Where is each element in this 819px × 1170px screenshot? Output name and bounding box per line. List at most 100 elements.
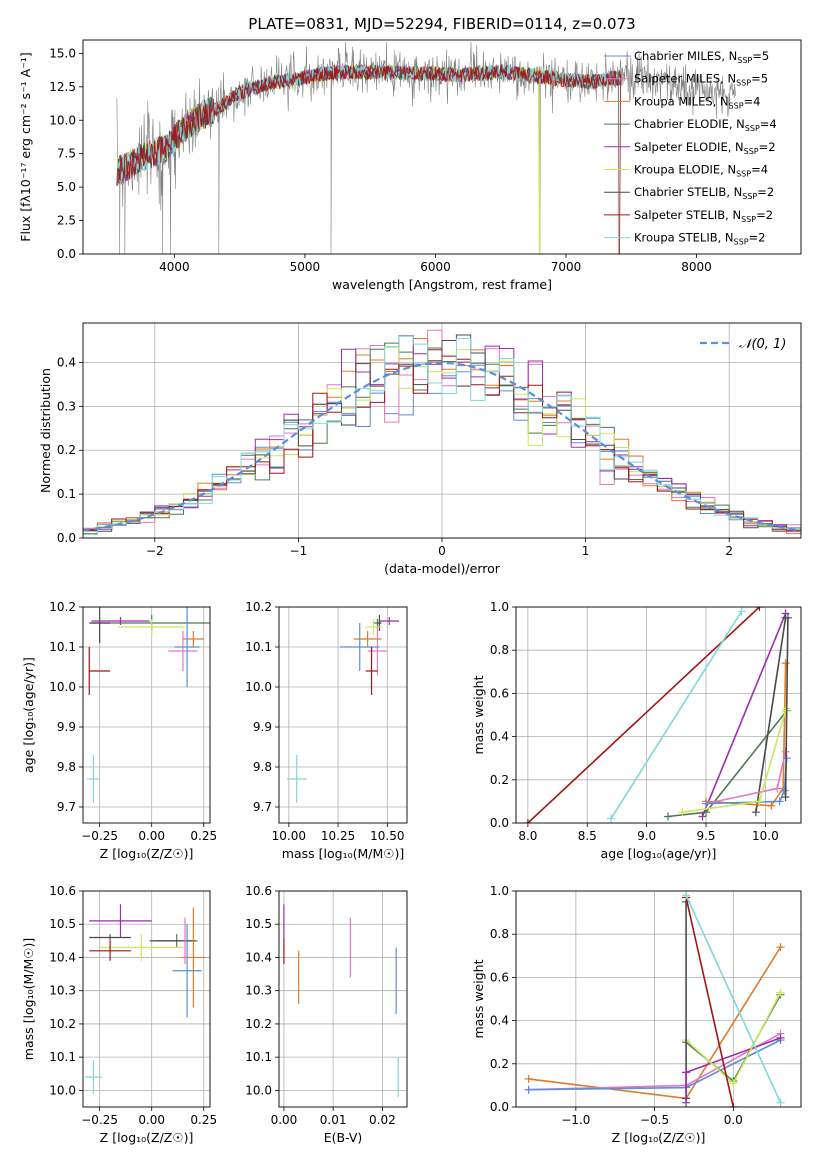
x-tick-label: 0	[438, 544, 446, 558]
series-marker	[755, 797, 764, 806]
y-tick-label: 2.5	[57, 214, 76, 228]
legend-entry-label: Salpeter MILES, N	[634, 72, 736, 86]
x-tick-label: 5000	[290, 260, 321, 274]
legend-entry-suffix: =2	[759, 140, 776, 154]
series-marker	[776, 988, 785, 997]
x-tick-label: 9.5	[696, 829, 715, 843]
x-tick-label: 10.00	[272, 829, 306, 843]
y-tick-label: 10.1	[49, 1050, 76, 1064]
series-marker	[682, 1068, 691, 1077]
legend-entry: Chabrier ELODIE, NSSP=4	[634, 117, 777, 133]
legend-entry: Kroupa STELIB, NSSP=2	[634, 231, 765, 247]
legend-entry: Salpeter STELIB, NSSP=2	[634, 208, 773, 224]
mass_vs_ebv-points	[283, 904, 399, 1098]
x-tick-label: 0.00	[138, 829, 165, 843]
age_vs_Z-panel: −0.25 0.00 0.25 9.7 9.8 9.9 10.0 10.1 10.2 Z [log…	[21, 600, 217, 861]
x-tick-label: 8.5	[578, 829, 597, 843]
y-tick-label: 0.4	[57, 355, 76, 369]
y-tick-label: 0.0	[57, 247, 76, 261]
y-tick-label: 9.7	[253, 800, 272, 814]
x-axis-label: age [log₁₀(age/yr)]	[601, 846, 717, 861]
y-tick-label: 10.2	[245, 600, 272, 614]
legend-entry-sub: SSP	[744, 147, 759, 156]
legend-entry: Kroupa ELODIE, NSSP=4	[634, 163, 768, 179]
y-tick-label: 10.0	[49, 680, 76, 694]
axes-frame	[515, 890, 802, 1108]
y-tick-label: 0.4	[490, 1014, 509, 1028]
legend-entry-suffix: =5	[751, 72, 768, 86]
legend-entry-sub: SSP	[736, 79, 751, 88]
axes-frame	[82, 322, 802, 539]
x-tick-label: 1	[582, 544, 590, 558]
spectrum-panel: 4000 5000 6000 7000 8000 0.0 2.5 5.0 7.5 10.0 12.5…	[18, 15, 802, 292]
legend-label-gaussian: 𝒩(0, 1)	[739, 337, 786, 352]
x-axis-label: Z [log₁₀(Z/Z☉)]	[612, 1130, 706, 1145]
legend-entry-suffix: =2	[757, 185, 774, 199]
legend-entry: Chabrier STELIB, NSSP=2	[634, 185, 774, 201]
histogram-kr_stelib	[83, 335, 801, 535]
legend-entry-label: Kroupa MILES, N	[634, 94, 729, 108]
x-tick-label: 0.00	[138, 1113, 165, 1127]
axes-frame	[515, 606, 802, 824]
age_vs_Z-points	[87, 607, 210, 803]
weight_vs_Z-lines	[524, 891, 785, 1107]
y-tick-label: 10.0	[49, 113, 76, 127]
series-marker	[729, 1103, 738, 1107]
y-tick-label: 10.0	[245, 680, 272, 694]
x-tick-label: 0.01	[320, 1113, 347, 1127]
x-axis-label: (data-model)/error	[384, 561, 501, 576]
y-tick-label: 9.9	[57, 720, 76, 734]
y-tick-label: 0.2	[57, 443, 76, 457]
series-marker	[781, 793, 790, 802]
y-tick-label: 1.0	[490, 884, 509, 898]
series-line-sa_elodie	[685, 1037, 781, 1074]
y-axis-label: Flux [fλ10⁻¹⁷ erg cm⁻² s⁻¹ A⁻¹]	[18, 52, 33, 241]
x-tick-label: 9.0	[637, 829, 656, 843]
y-axis-label: age [log₁₀(age/yr)]	[21, 657, 36, 773]
legend-entry-label: Kroupa STELIB, N	[634, 231, 734, 245]
series-marker	[776, 1033, 785, 1042]
x-tick-label: −1	[290, 544, 308, 558]
y-axis-label: Normed distribution	[38, 368, 53, 493]
x-tick-label: 10.25	[321, 829, 355, 843]
y-tick-label: 0.0	[490, 816, 509, 830]
x-axis-label: mass [log₁₀(M/M☉)]	[282, 846, 404, 861]
model-kr_elodie	[116, 64, 622, 254]
series-marker	[524, 1085, 533, 1094]
age_vs_mass-panel: 10.00 10.25 10.50 9.7 9.8 9.9 10.0 10.1 10.2 mass…	[245, 600, 408, 861]
x-tick-label: 6000	[420, 260, 451, 274]
weight_vs_Z-panel: −1.0 −0.5 0.0 0.0 0.2 0.4 0.6 0.8 1.0 Z [log₁₀(Z/…	[471, 884, 802, 1145]
legend-entry-sub: SSP	[737, 56, 752, 65]
series-marker	[607, 814, 615, 823]
x-tick-label: 10.50	[370, 829, 404, 843]
axes-frame	[82, 606, 211, 824]
x-tick-label: −2	[146, 544, 164, 558]
y-tick-label: 0.6	[490, 970, 509, 984]
series-line-sa_elodie	[701, 613, 787, 817]
x-axis-label: Z [log₁₀(Z/Z☉)]	[100, 846, 194, 861]
legend-entry-suffix: =2	[756, 208, 773, 222]
chart-title: PLATE=0831, MJD=52294, FIBERID=0114, z=0…	[248, 15, 635, 33]
mass_vs_Z-points	[85, 904, 206, 1094]
histogram-plot	[83, 329, 801, 535]
legend-entry: Salpeter ELODIE, NSSP=2	[634, 140, 776, 156]
legend-entry-sub: SSP	[729, 101, 744, 110]
y-tick-label: 0.8	[490, 643, 509, 657]
legend-entry: Kroupa MILES, NSSP=4	[634, 94, 760, 110]
x-tick-label: 8.0	[518, 829, 537, 843]
x-tick-label: −0.25	[81, 1113, 118, 1127]
y-tick-label: 10.1	[245, 640, 272, 654]
axes-frame	[82, 39, 802, 255]
series-line-ch_stelib	[755, 617, 787, 813]
x-axis-label: E(B-V)	[324, 1130, 363, 1145]
legend-entry-label: Salpeter ELODIE, N	[634, 140, 744, 154]
y-tick-label: 1.0	[490, 600, 509, 614]
series-marker	[755, 607, 764, 611]
legend-entry-suffix: =4	[751, 163, 768, 177]
y-tick-label: 10.0	[245, 1083, 272, 1097]
series-marker	[682, 891, 691, 900]
series-marker	[776, 1098, 785, 1107]
y-tick-label: 0.6	[490, 686, 509, 700]
series-marker	[729, 1079, 738, 1088]
